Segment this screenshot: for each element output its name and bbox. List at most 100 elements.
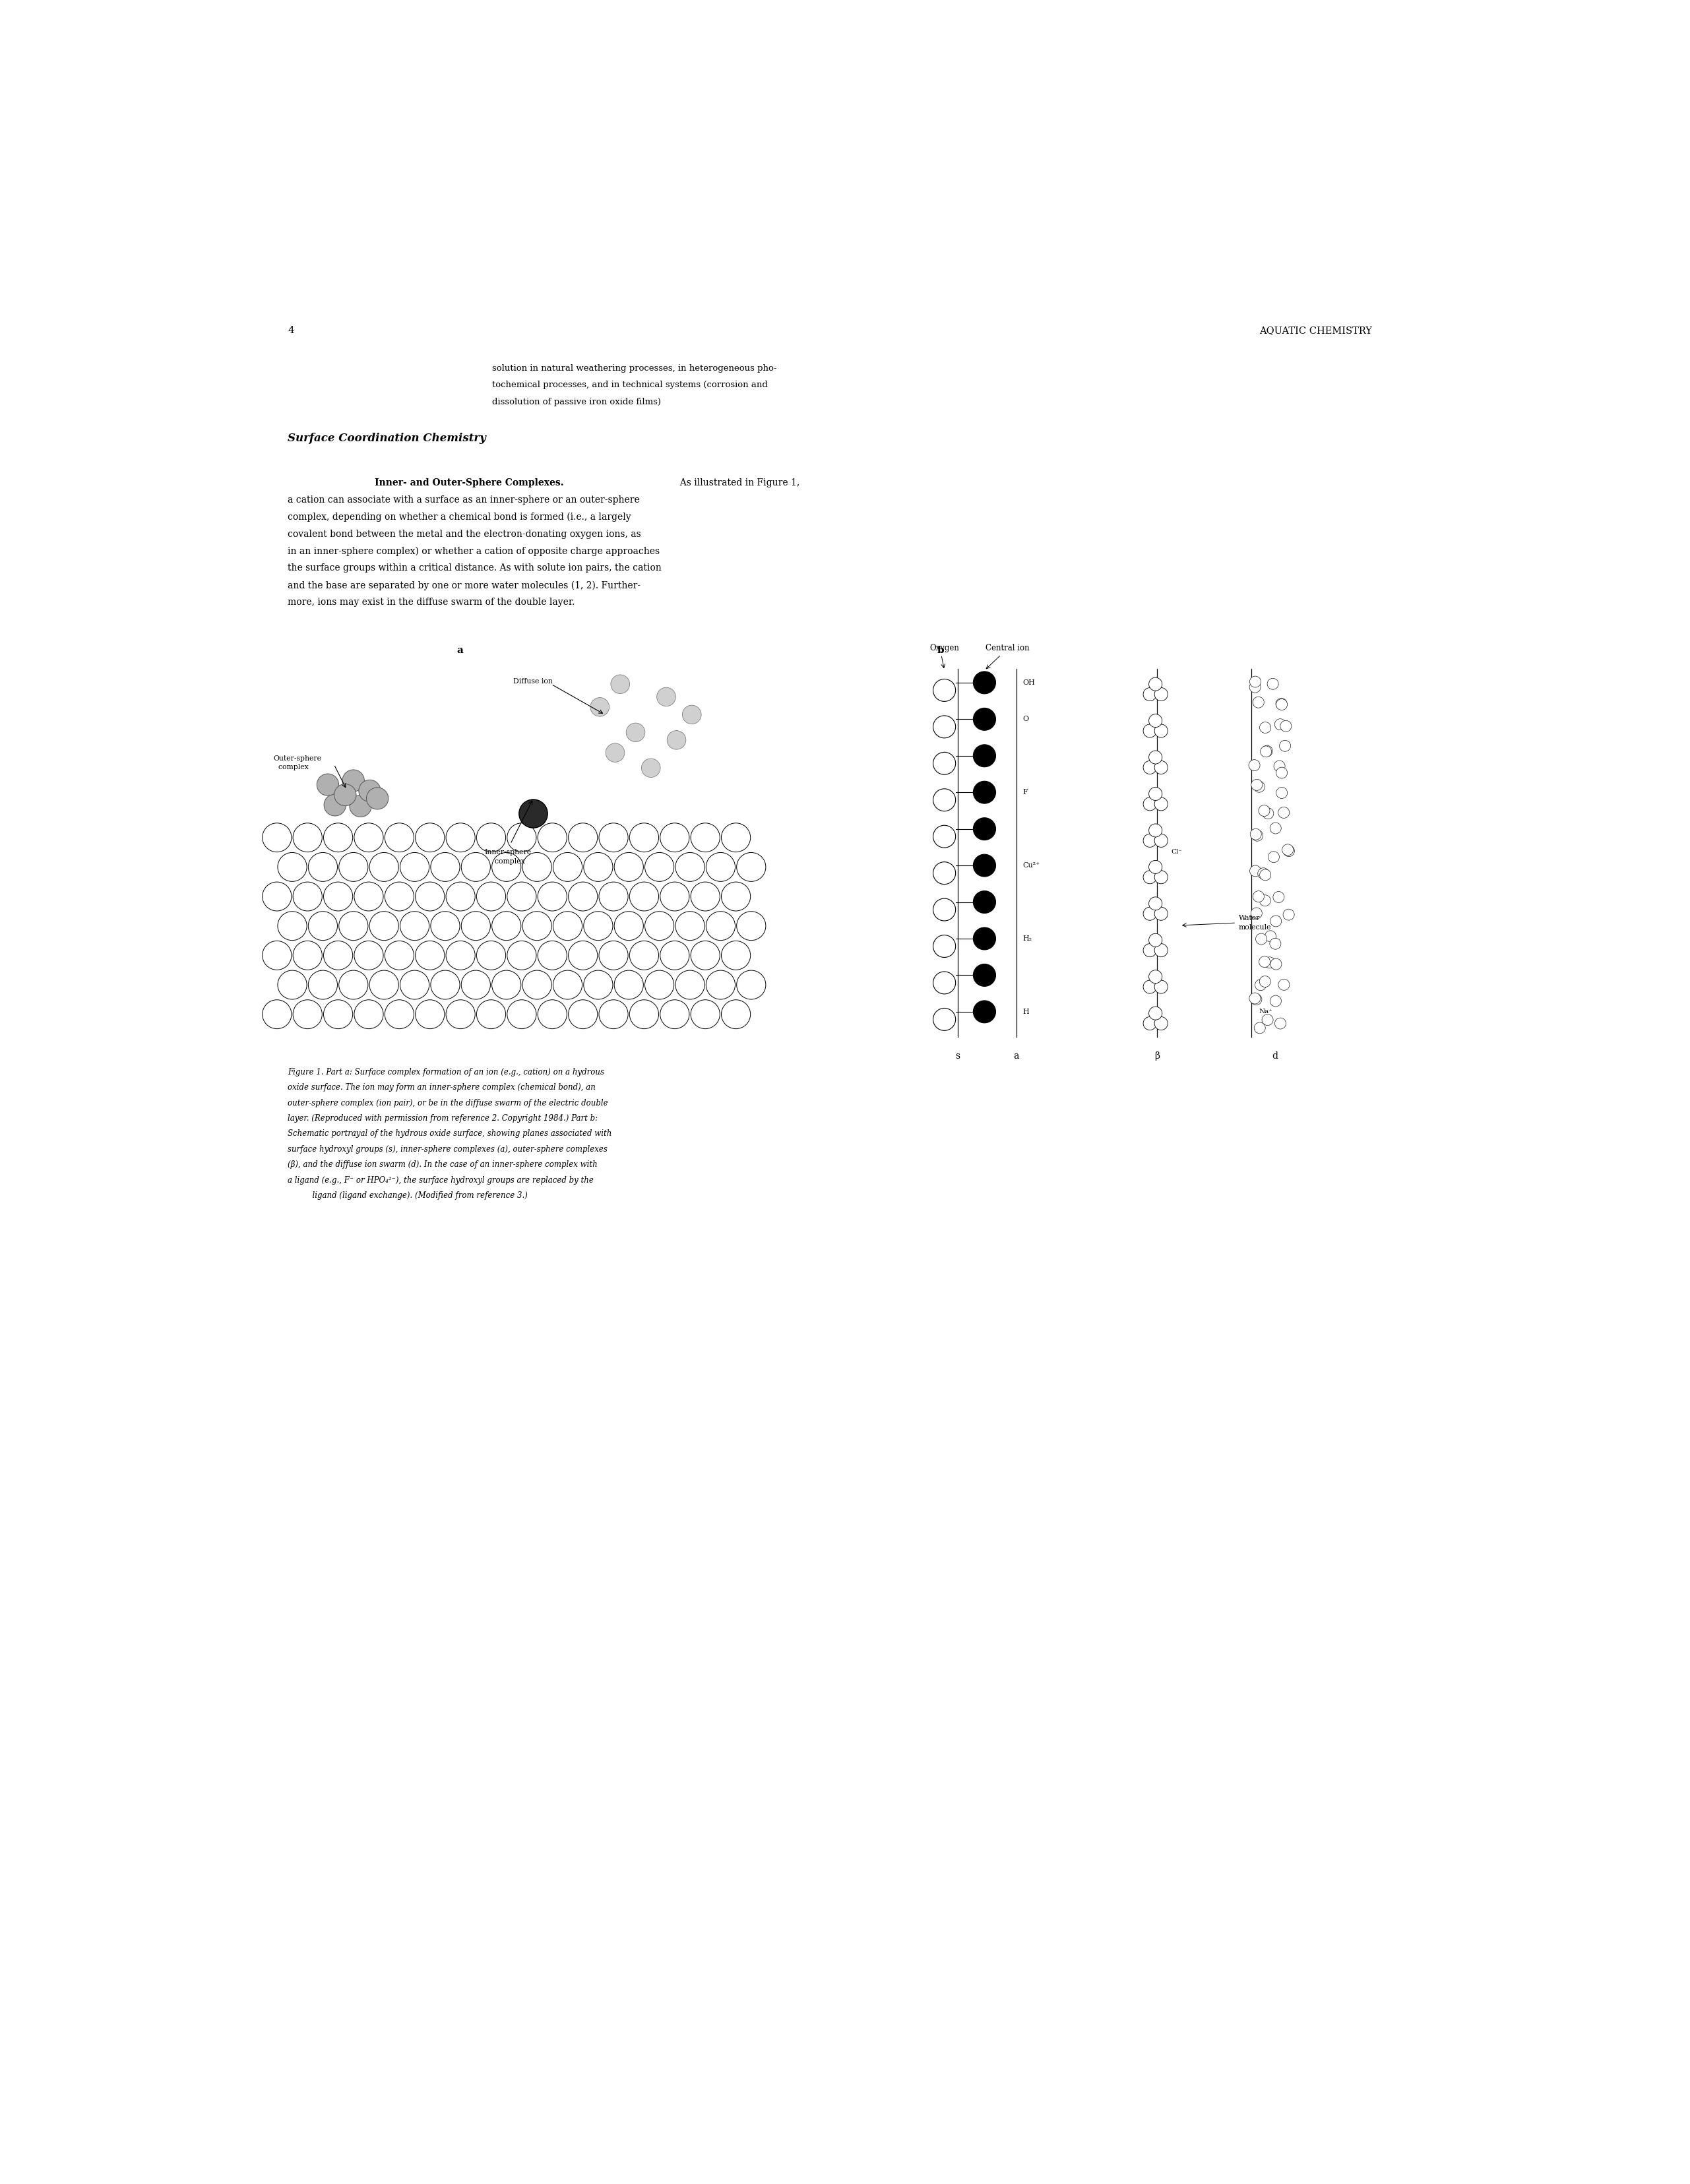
Text: Central ion: Central ion	[985, 644, 1029, 653]
Circle shape	[973, 817, 995, 841]
Circle shape	[583, 852, 613, 882]
Circle shape	[568, 1000, 598, 1029]
Circle shape	[661, 1000, 690, 1029]
Circle shape	[933, 935, 955, 957]
Text: solution in natural weathering processes, in heterogeneous pho-: solution in natural weathering processes…	[492, 365, 777, 373]
Circle shape	[1149, 677, 1163, 690]
Text: Surface Coordination Chemistry: Surface Coordination Chemistry	[287, 432, 487, 443]
Circle shape	[1149, 786, 1163, 802]
Circle shape	[477, 941, 505, 970]
Text: outer-sphere complex (ion pair), or be in the diffuse swarm of the electric doub: outer-sphere complex (ion pair), or be i…	[287, 1099, 608, 1107]
Circle shape	[933, 863, 955, 885]
Text: ligand (ligand exchange). (Modified from reference 3.): ligand (ligand exchange). (Modified from…	[287, 1192, 527, 1201]
Circle shape	[1142, 981, 1156, 994]
Circle shape	[1259, 957, 1271, 968]
Circle shape	[598, 1000, 629, 1029]
Circle shape	[385, 882, 414, 911]
Text: O: O	[1022, 716, 1029, 723]
Circle shape	[737, 970, 766, 1000]
Circle shape	[1251, 909, 1262, 919]
Circle shape	[933, 898, 955, 922]
Circle shape	[613, 852, 644, 882]
Circle shape	[367, 788, 389, 810]
Circle shape	[1273, 891, 1284, 902]
Circle shape	[583, 970, 613, 1000]
Text: dissolution of passive iron oxide films): dissolution of passive iron oxide films)	[492, 397, 661, 406]
Circle shape	[1251, 780, 1262, 791]
Text: Na⁺: Na⁺	[1259, 1009, 1273, 1016]
Circle shape	[507, 882, 536, 911]
Circle shape	[1249, 760, 1261, 771]
Circle shape	[683, 705, 701, 725]
Circle shape	[661, 882, 690, 911]
Circle shape	[522, 852, 551, 882]
Circle shape	[262, 941, 291, 970]
Text: Cu²⁺: Cu²⁺	[1022, 863, 1039, 869]
Circle shape	[416, 882, 444, 911]
Circle shape	[1249, 994, 1261, 1005]
Circle shape	[598, 941, 629, 970]
Circle shape	[401, 970, 429, 1000]
Text: a cation can associate with a surface as an inner-sphere or an outer-sphere: a cation can associate with a surface as…	[287, 496, 641, 505]
Circle shape	[676, 970, 705, 1000]
Circle shape	[737, 911, 766, 941]
Circle shape	[1149, 823, 1163, 836]
Circle shape	[316, 773, 338, 795]
Circle shape	[308, 970, 338, 1000]
Circle shape	[1142, 943, 1156, 957]
Circle shape	[1254, 1022, 1266, 1033]
Circle shape	[1268, 852, 1279, 863]
Text: a: a	[456, 646, 463, 655]
Circle shape	[358, 780, 380, 802]
Circle shape	[1278, 978, 1289, 989]
Circle shape	[1154, 688, 1168, 701]
Text: As illustrated in Figure 1,: As illustrated in Figure 1,	[674, 478, 799, 487]
Circle shape	[446, 1000, 475, 1029]
Circle shape	[676, 852, 705, 882]
Circle shape	[605, 743, 625, 762]
Text: complex, depending on whether a chemical bond is formed (i.e., a largely: complex, depending on whether a chemical…	[287, 513, 632, 522]
Text: Schematic portrayal of the hydrous oxide surface, showing planes associated with: Schematic portrayal of the hydrous oxide…	[287, 1129, 612, 1138]
Circle shape	[1149, 751, 1163, 764]
Circle shape	[1271, 959, 1281, 970]
Circle shape	[722, 941, 750, 970]
Circle shape	[431, 911, 460, 941]
Circle shape	[431, 970, 460, 1000]
Text: F: F	[1022, 788, 1028, 795]
Circle shape	[340, 852, 368, 882]
Text: OH: OH	[1022, 679, 1034, 686]
Text: d: d	[1271, 1051, 1278, 1061]
Text: s: s	[955, 1051, 960, 1061]
Text: a: a	[1014, 1051, 1019, 1061]
Circle shape	[1149, 714, 1163, 727]
Circle shape	[1262, 808, 1274, 819]
Text: layer. (Reproduced with permission from reference 2. Copyright 1984.) Part b:: layer. (Reproduced with permission from …	[287, 1114, 598, 1123]
Circle shape	[507, 1000, 536, 1029]
Circle shape	[1149, 970, 1163, 983]
Circle shape	[1261, 745, 1273, 756]
Circle shape	[722, 1000, 750, 1029]
Text: Figure 1. Part a: Surface complex formation of an ion (e.g., cation) on a hydrou: Figure 1. Part a: Surface complex format…	[287, 1068, 605, 1077]
Circle shape	[1257, 867, 1269, 878]
Circle shape	[568, 823, 598, 852]
Circle shape	[537, 941, 566, 970]
Circle shape	[1271, 915, 1281, 926]
Circle shape	[642, 758, 661, 778]
Circle shape	[1274, 1018, 1286, 1029]
Text: H₂: H₂	[1022, 935, 1033, 941]
Circle shape	[355, 1000, 384, 1029]
Circle shape	[1279, 740, 1291, 751]
Circle shape	[308, 852, 338, 882]
Circle shape	[691, 941, 720, 970]
Circle shape	[1269, 823, 1281, 834]
Circle shape	[1142, 725, 1156, 738]
Circle shape	[568, 941, 598, 970]
Circle shape	[277, 911, 308, 941]
Circle shape	[1154, 906, 1168, 919]
Circle shape	[446, 823, 475, 852]
Text: (β), and the diffuse ion swarm (d). In the case of an inner-sphere complex with: (β), and the diffuse ion swarm (d). In t…	[287, 1160, 598, 1168]
Circle shape	[477, 823, 505, 852]
Text: in an inner-sphere complex) or whether a cation of opposite charge approaches: in an inner-sphere complex) or whether a…	[287, 546, 661, 557]
Circle shape	[676, 911, 705, 941]
Circle shape	[324, 795, 346, 817]
